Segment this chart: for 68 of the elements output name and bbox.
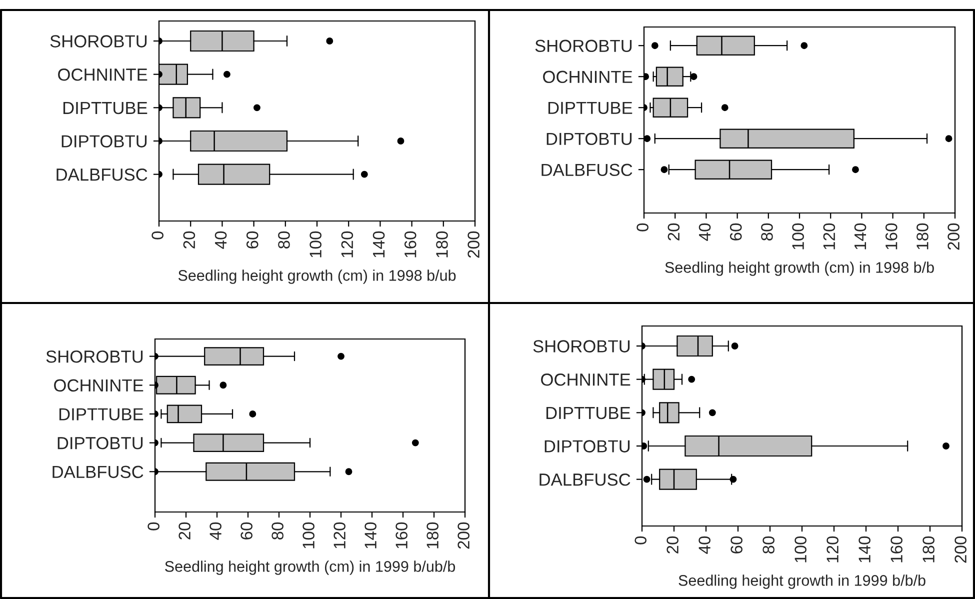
y-tick-label: DIPTOBTU: [544, 440, 630, 452]
y-tick-label: DALBFUSC: [542, 164, 632, 176]
x-tick-label: 140: [854, 223, 866, 250]
x-tick-label: 60: [730, 536, 742, 554]
x-tick-label: 140: [372, 231, 385, 258]
y-tick-label: SHOROBTU: [533, 340, 630, 352]
y-tick-label: DIPTTUBE: [63, 102, 148, 114]
x-tick-label: 40: [698, 223, 711, 241]
x-tick-label: 200: [948, 223, 960, 250]
x-tick-label: 20: [183, 231, 196, 248]
y-tick-label: DALBFUSC: [52, 466, 144, 478]
x-tick-label: 40: [214, 231, 227, 249]
x-tick-label: 40: [210, 522, 222, 540]
x-tick-label: 100: [310, 231, 322, 258]
x-tick-label: 0: [636, 223, 648, 232]
y-tick-label: OCHNINTE: [543, 70, 632, 84]
x-axis-title: Seedling height growth in 1999 b/b/b: [678, 574, 926, 589]
x-tick-label: 160: [890, 536, 902, 562]
x-axis-title: Seedling height growth (cm) in 1998 b/b: [665, 262, 934, 276]
x-tick-label: 120: [334, 522, 346, 548]
y-tick-label: DIPTTUBE: [59, 408, 144, 420]
x-tick-label: 100: [794, 536, 806, 562]
x-tick-label: 120: [823, 223, 836, 250]
x-axis-title: Seedling height growth (cm) in 1998 b/ub: [178, 270, 456, 284]
y-tick-label: DIPTTUBE: [548, 102, 632, 114]
y-tick-label: OCHNINTE: [541, 374, 630, 386]
x-tick-label: 20: [668, 223, 680, 240]
x-tick-label: 180: [426, 522, 438, 548]
y-tick-label: SHOROBTU: [50, 35, 147, 48]
y-tick-label: DIPTOBTU: [546, 132, 632, 146]
x-tick-label: 140: [858, 536, 870, 562]
x-tick-label: 160: [404, 231, 416, 258]
x-tick-label: 160: [885, 223, 898, 250]
x-tick-label: 60: [246, 231, 258, 248]
y-tick-label: DIPTTUBE: [546, 407, 630, 420]
x-axis-title: Seedling height growth (cm) in 1999 b/ub/b: [165, 560, 456, 575]
x-tick-label: 100: [302, 522, 314, 548]
x-tick-label: 160: [396, 522, 408, 548]
x-tick-label: 0: [148, 522, 160, 530]
x-tick-label: 80: [761, 223, 773, 241]
y-tick-label: SHOROBTU: [46, 350, 143, 363]
y-tick-label: DALBFUSC: [56, 168, 148, 181]
y-tick-label: DALBFUSC: [540, 474, 630, 486]
x-tick-label: 0: [152, 231, 164, 240]
y-tick-label: OCHNINTE: [54, 379, 144, 392]
y-tick-label: SHOROBTU: [535, 40, 632, 52]
x-tick-label: 20: [178, 522, 190, 540]
x-tick-label: 40: [698, 536, 710, 554]
x-tick-label: 60: [240, 522, 252, 540]
x-tick-label: 20: [666, 536, 678, 554]
x-tick-label: 100: [792, 223, 804, 250]
y-tick-label: DIPTOBTU: [58, 436, 143, 450]
x-tick-label: 200: [954, 536, 966, 563]
x-tick-label: 180: [436, 231, 448, 258]
y-tick-label: OCHNINTE: [58, 68, 148, 81]
x-tick-label: 180: [922, 536, 934, 562]
x-tick-label: 180: [916, 223, 928, 250]
x-tick-label: 80: [272, 522, 284, 540]
x-tick-label: 60: [730, 223, 742, 240]
x-tick-label: 140: [364, 522, 376, 548]
x-tick-label: 80: [762, 536, 774, 554]
x-tick-label: 120: [341, 231, 354, 258]
x-tick-label: 200: [458, 522, 470, 549]
x-tick-label: 120: [826, 536, 838, 562]
y-tick-label: DIPTOBTU: [62, 135, 147, 148]
x-tick-label: 80: [278, 231, 290, 249]
x-tick-label: 0: [634, 536, 646, 544]
x-tick-label: 200: [468, 231, 480, 258]
